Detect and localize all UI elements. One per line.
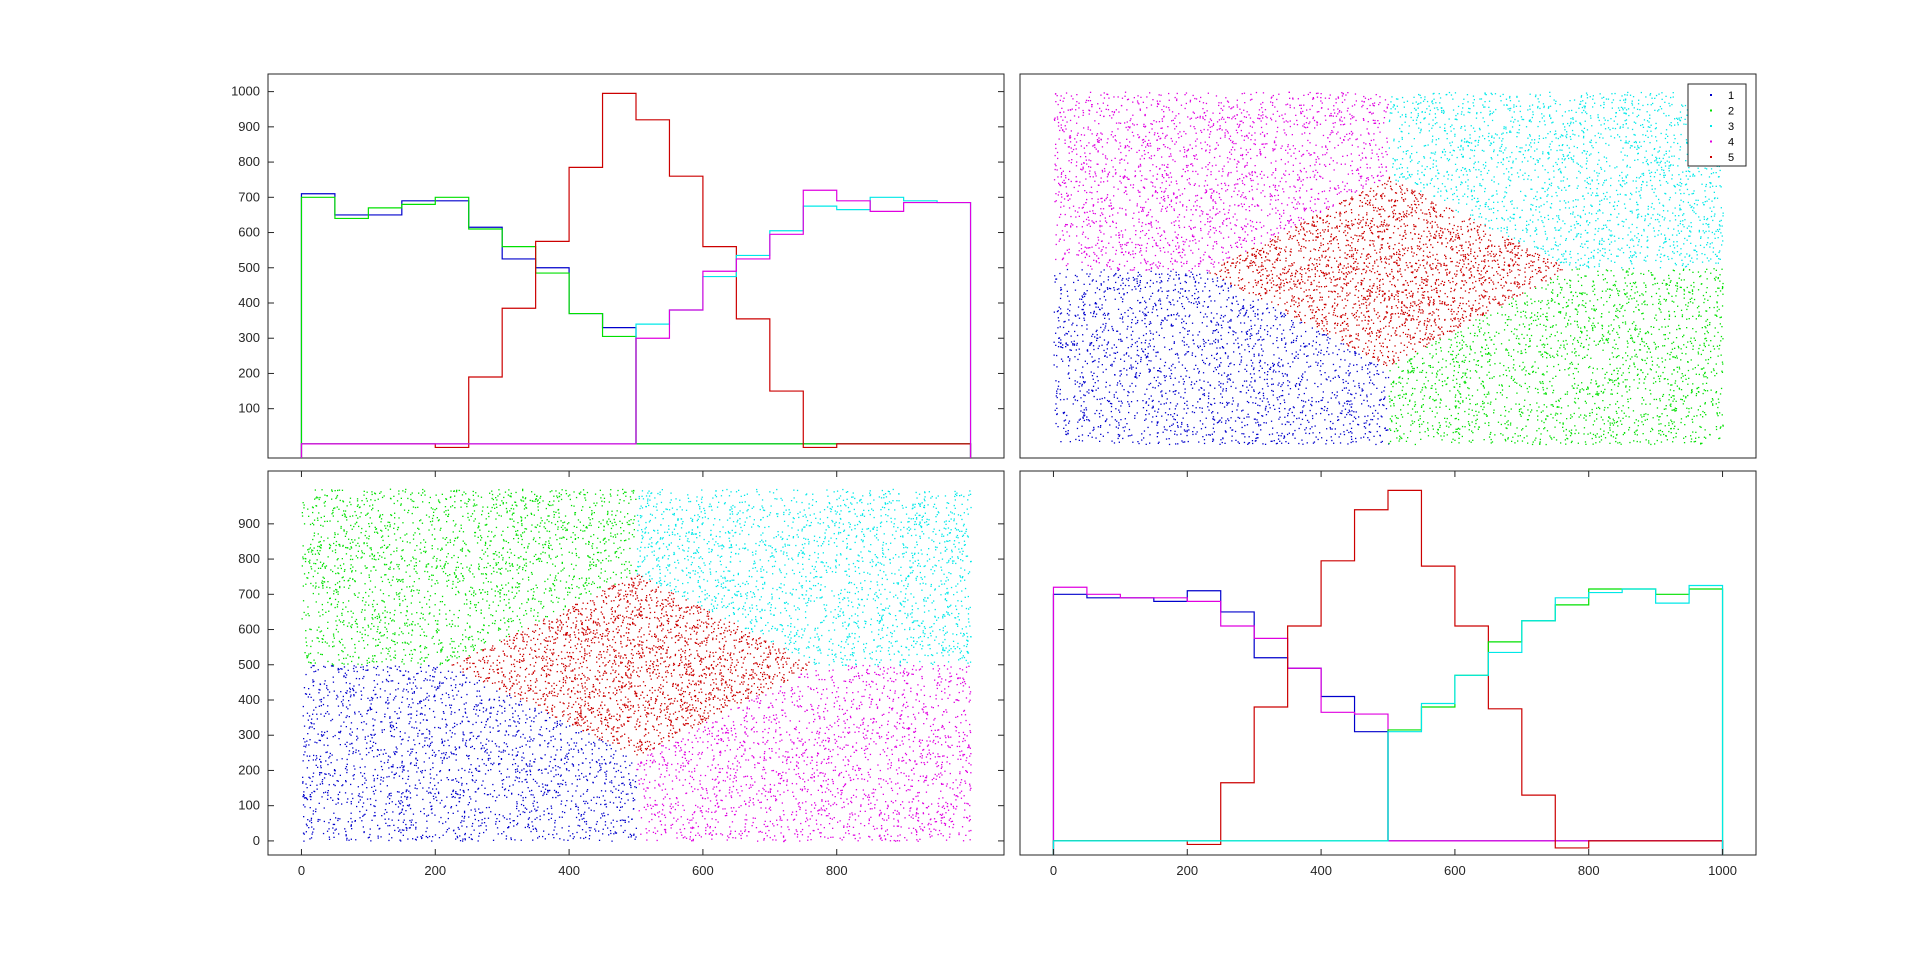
- legend-box: [1687, 83, 1747, 167]
- scatter-cluster-4: [636, 664, 972, 843]
- y-tick-label: 900: [238, 119, 260, 134]
- y-tick-label: 200: [238, 365, 260, 380]
- x-tick-label: 600: [1444, 863, 1466, 878]
- scatter-cluster-1: [302, 664, 637, 842]
- subplot-bottom-right: 0 200 400 600 800 1000: [1019, 470, 1757, 878]
- scatter-cluster-4: [1053, 91, 1389, 272]
- y-tick-label: 800: [238, 551, 260, 566]
- hist-series-5: [300, 92, 972, 458]
- scatter-cluster-5: [451, 574, 810, 756]
- x-tick-label: 400: [1310, 863, 1332, 878]
- hist-series-4: [1052, 586, 1724, 855]
- scatter-cluster-1: [1053, 268, 1390, 446]
- y-tick-label: 700: [238, 189, 260, 204]
- x-tick-label: 800: [826, 863, 848, 878]
- legend-label: 2: [1728, 106, 1734, 118]
- y-tick-label: 400: [238, 692, 260, 707]
- y-tick-label: 1000: [231, 84, 260, 99]
- axes-box: [267, 470, 1005, 856]
- legend-marker: [1710, 140, 1712, 143]
- x-tick-label: 200: [1176, 863, 1198, 878]
- legend-label: 3: [1728, 121, 1734, 133]
- y-tick-label: 600: [238, 622, 260, 637]
- plot-area: [300, 92, 972, 458]
- x-tick-label: 600: [692, 863, 714, 878]
- x-tick-label: 800: [1578, 863, 1600, 878]
- scatter-cluster-3: [636, 488, 972, 666]
- x-tick-label: 400: [558, 863, 580, 878]
- plot-area: [301, 488, 972, 843]
- plot-area: [1052, 489, 1724, 855]
- legend-label: 1: [1728, 90, 1734, 102]
- axes-box: [1019, 73, 1757, 459]
- y-tick-label: 100: [238, 401, 260, 416]
- legend: 1 2 3 4 5: [1687, 83, 1747, 167]
- y-tick-label: 200: [238, 762, 260, 777]
- subplot-top-left: 100 200 300 400 500 600 700 800 900 1000: [231, 73, 1005, 459]
- hist-series-3: [1052, 584, 1724, 855]
- x-tick-label: 0: [1050, 863, 1057, 878]
- y-tick-label: 100: [238, 798, 260, 813]
- y-tick-label: 400: [238, 295, 260, 310]
- scatter-cluster-2: [301, 488, 637, 666]
- y-tick-label: 300: [238, 727, 260, 742]
- legend-marker: [1710, 109, 1712, 112]
- scatter-cluster-2: [1388, 268, 1724, 446]
- y-tick-label: 500: [238, 657, 260, 672]
- x-tick-label: 0: [298, 863, 305, 878]
- x-tick-label: 200: [424, 863, 446, 878]
- legend-label: 4: [1728, 137, 1734, 149]
- scatter-cluster-5: [1209, 176, 1563, 367]
- subplot-bottom-left: 0 100 200 300 400 500 600 700 800 900 0 200 400 600 80…: [238, 470, 1005, 878]
- hist-series-2: [300, 196, 972, 458]
- y-tick-label: 0: [253, 833, 260, 848]
- y-tick-label: 300: [238, 330, 260, 345]
- y-tick-label: 700: [238, 586, 260, 601]
- y-tick-label: 800: [238, 154, 260, 169]
- legend-marker: [1710, 94, 1712, 96]
- subplot-top-right: 1 2 3 4 5: [1019, 73, 1757, 459]
- y-tick-label: 900: [238, 516, 260, 531]
- hist-series-5: [1052, 489, 1724, 855]
- legend-marker: [1710, 156, 1712, 158]
- plot-area: [1053, 91, 1724, 446]
- legend-label: 5: [1728, 152, 1734, 164]
- x-tick-label: 1000: [1708, 863, 1737, 878]
- y-tick-label: 600: [238, 225, 260, 240]
- legend-marker: [1710, 125, 1712, 127]
- scatter-cluster-3: [1388, 91, 1724, 269]
- hist-series-4: [300, 189, 972, 458]
- y-tick-label: 500: [238, 260, 260, 275]
